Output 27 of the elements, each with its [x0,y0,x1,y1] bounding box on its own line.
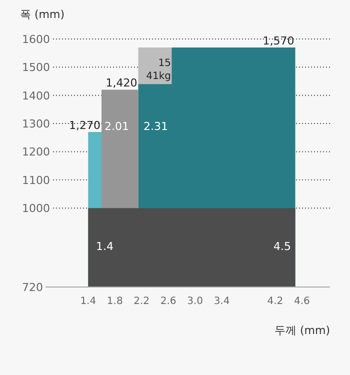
x-tick-label: 3.4 [214,296,230,307]
annotation: 15 [158,58,171,69]
x-tick-label: 4.2 [267,296,284,307]
annotation: 1,420 [106,76,138,90]
y-tick-label: 1600 [22,33,50,46]
y-tick-label: 1400 [22,89,50,102]
x-tick-label: 3.0 [187,296,203,307]
annotation: 1,270 [69,119,101,132]
annotation: 1,570 [262,34,294,48]
x-tick-label: 1.8 [106,296,123,307]
x-tick-label: 1.4 [80,296,96,307]
y-tick-label: 1300 [22,118,50,131]
x-tick-label: 2.2 [134,296,150,307]
y-tick-label: 1500 [22,61,50,74]
y-axis-title: 폭 (mm) [20,8,65,21]
annotation: 1.4 [96,240,114,253]
y-tick-label: 1100 [22,174,50,187]
annotation: 2.01 [104,120,129,133]
annotation: 4.5 [274,240,291,253]
x-tick-label: 2.6 [160,296,176,307]
y-tick-label: 720 [22,281,43,294]
y-tick-label: 1000 [22,202,50,216]
annotation: 41kg [146,71,171,82]
x-tick-label: 4.6 [294,296,310,307]
y-tick-label: 1200 [22,146,50,159]
x-axis-title: 두께 (mm) [274,324,330,337]
annotation: 2.31 [144,120,168,133]
